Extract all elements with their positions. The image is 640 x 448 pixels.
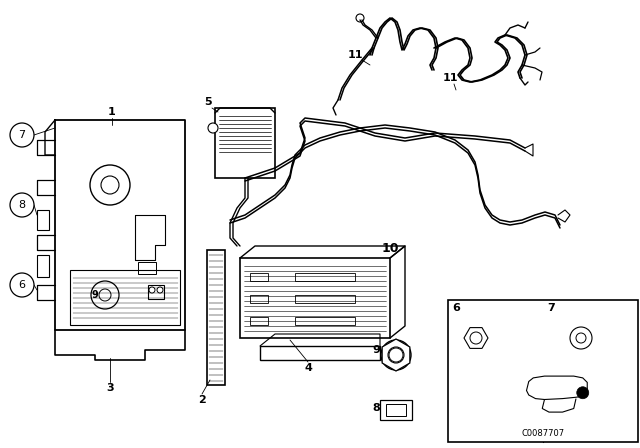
Text: 4: 4 [304,363,312,373]
Bar [260,346,380,360]
Bar [37,210,49,230]
Text: 10: 10 [381,241,399,254]
Text: 6: 6 [452,303,460,313]
Polygon shape [382,339,410,371]
Bar [250,273,268,281]
Text: 7: 7 [19,130,26,140]
Bar [380,400,412,420]
Bar [295,317,355,325]
Text: 11: 11 [348,50,363,60]
Bar [207,250,225,385]
Bar [295,273,355,281]
Text: 2: 2 [198,395,206,405]
Bar [70,270,180,325]
Circle shape [10,123,34,147]
Text: 3: 3 [106,383,114,393]
Text: 6: 6 [19,280,26,290]
Text: 9: 9 [92,290,99,300]
Bar [448,300,638,442]
Bar [240,258,390,338]
Circle shape [208,123,218,133]
Text: 9: 9 [372,345,380,355]
Text: 1: 1 [108,107,116,117]
Circle shape [381,340,411,370]
Text: 11: 11 [442,73,458,83]
Text: 8: 8 [372,403,380,413]
Bar [37,255,49,277]
Circle shape [157,287,163,293]
Bar [138,262,156,274]
Bar [148,285,164,299]
Circle shape [149,287,155,293]
Text: C0087707: C0087707 [522,430,564,439]
Bar [215,108,275,178]
Circle shape [577,387,589,399]
Bar [250,317,268,325]
Text: 5: 5 [204,97,212,107]
Bar [386,404,406,416]
Text: 7: 7 [547,303,555,313]
Bar [295,295,355,303]
Text: 8: 8 [19,200,26,210]
Circle shape [10,273,34,297]
Circle shape [10,193,34,217]
Bar [250,295,268,303]
